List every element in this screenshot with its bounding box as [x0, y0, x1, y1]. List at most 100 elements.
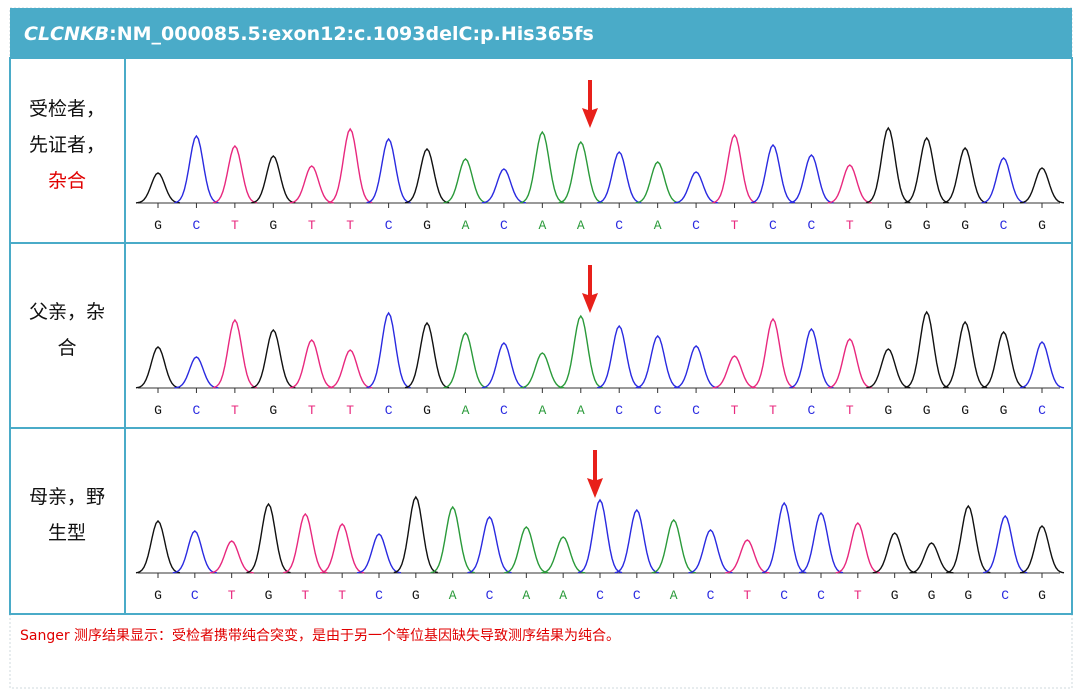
base-call: C	[692, 218, 700, 233]
peak	[366, 137, 411, 204]
peak	[597, 324, 642, 389]
base-call: G	[923, 218, 931, 233]
peak	[328, 349, 373, 389]
peak	[283, 512, 328, 574]
base-call: C	[596, 588, 604, 603]
peak	[558, 314, 603, 389]
peak	[135, 172, 181, 204]
header-title: CLCNKB:NM_000085.5:exon12:c.1093delC:p.H…	[24, 23, 594, 45]
base-call: T	[346, 403, 354, 418]
base-call: C	[191, 588, 199, 603]
peak	[212, 318, 258, 389]
base-call: C	[692, 403, 700, 418]
base-call: C	[1038, 403, 1046, 418]
peak	[404, 321, 450, 389]
base-call: G	[1000, 403, 1008, 418]
base-call: C	[1001, 588, 1009, 603]
peak	[827, 337, 872, 389]
peak	[481, 168, 526, 204]
base-call: C	[385, 218, 393, 233]
peak	[327, 127, 373, 204]
base-call: C	[807, 403, 815, 418]
base-call: C	[707, 588, 715, 603]
peak	[942, 320, 988, 389]
base-call: G	[412, 588, 420, 603]
peak	[172, 530, 217, 574]
peak	[577, 498, 623, 574]
base-call: A	[522, 588, 530, 603]
peak	[443, 331, 488, 389]
base-call: T	[743, 588, 751, 603]
peak	[866, 348, 911, 389]
peak	[430, 505, 475, 574]
base-call: C	[500, 218, 508, 233]
base-call: C	[807, 218, 815, 233]
peak	[981, 157, 1026, 204]
base-call: G	[928, 588, 936, 603]
base-call: G	[891, 588, 899, 603]
base-call: A	[449, 588, 457, 603]
peak	[356, 533, 402, 574]
peak	[251, 155, 296, 204]
base-call: T	[346, 218, 354, 233]
base-call: T	[731, 218, 739, 233]
arrow	[582, 265, 598, 313]
base-call: T	[308, 403, 316, 418]
peak	[827, 164, 872, 204]
base-call: G	[423, 403, 431, 418]
base-call: T	[854, 588, 862, 603]
peak	[135, 346, 181, 389]
base-call: C	[486, 588, 494, 603]
peak	[762, 501, 807, 574]
base-call: C	[1000, 218, 1008, 233]
base-call: T	[846, 218, 854, 233]
base-call: G	[265, 588, 273, 603]
peak	[983, 514, 1028, 574]
peak	[174, 356, 219, 389]
row-label: 受检者，	[29, 98, 105, 120]
row-label: 生型	[48, 522, 86, 544]
peak	[1019, 341, 1065, 389]
row-label: 父亲，杂	[29, 301, 105, 323]
peak	[320, 522, 365, 574]
base-call: G	[1038, 218, 1046, 233]
base-call: T	[769, 403, 777, 418]
base-call: A	[538, 403, 546, 418]
peak	[635, 161, 680, 204]
peak	[467, 515, 512, 574]
peak	[835, 521, 880, 574]
peak	[246, 502, 291, 574]
base-call: T	[301, 588, 309, 603]
base-call: C	[375, 588, 383, 603]
base-call: G	[923, 403, 931, 418]
row-label: 合	[57, 337, 76, 359]
peak	[981, 330, 1026, 389]
peak	[712, 355, 757, 389]
peak	[750, 143, 796, 204]
base-call: G	[154, 403, 162, 418]
peak	[209, 540, 254, 574]
base-call: A	[654, 218, 662, 233]
base-call: A	[577, 403, 585, 418]
peak	[635, 334, 680, 389]
arrow	[587, 450, 603, 498]
arrow	[582, 80, 598, 128]
base-call: C	[780, 588, 788, 603]
base-call: G	[1038, 588, 1046, 603]
peak	[212, 144, 258, 204]
peak	[174, 134, 219, 204]
peak	[725, 539, 770, 574]
base-call: G	[269, 403, 277, 418]
base-call: G	[961, 403, 969, 418]
base-call: A	[559, 588, 567, 603]
base-call: C	[500, 403, 508, 418]
base-call: C	[769, 218, 777, 233]
base-call: C	[654, 403, 662, 418]
base-call: A	[462, 218, 470, 233]
header-bar	[10, 8, 1072, 58]
base-call: G	[961, 218, 969, 233]
base-call: G	[423, 218, 431, 233]
base-call: T	[731, 403, 739, 418]
